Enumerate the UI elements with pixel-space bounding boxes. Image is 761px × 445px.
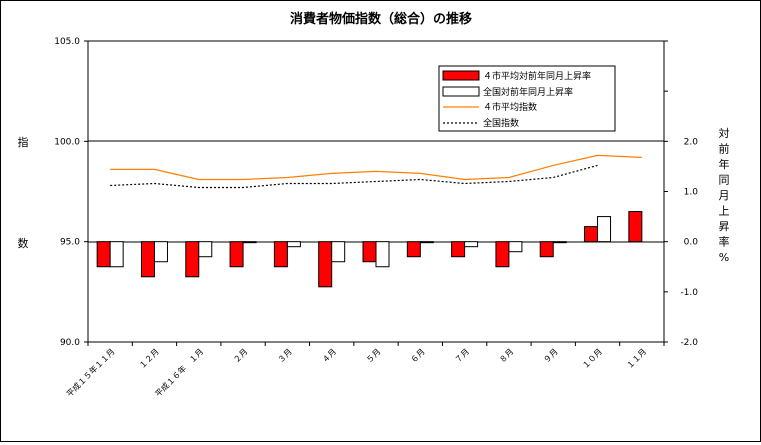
bar-4city-rate: [584, 226, 599, 243]
legend-label-national-index: 全国指数: [483, 117, 519, 129]
left-axis-label-top: 指: [18, 135, 29, 149]
category-label: ９月: [542, 347, 560, 365]
bar-national-rate: [286, 241, 301, 248]
category-label: １２月: [138, 347, 161, 370]
bar-4city-rate: [628, 211, 643, 243]
right-axis-label-char: 上: [719, 205, 730, 218]
bar-4city-rate: [539, 241, 554, 258]
bar-4city-rate: [273, 241, 288, 268]
right-axis-label-char: 率: [719, 235, 730, 249]
bar-national-rate: [153, 241, 168, 263]
category-label: ５月: [365, 347, 383, 365]
right-axis-label-char: 同: [719, 174, 730, 187]
category-label: 平成１６年 １月: [153, 346, 205, 398]
bar-national-rate: [419, 241, 434, 244]
chart-title: 消費者物価指数（総合）の推移: [290, 11, 472, 27]
right-axis-label-char: %: [719, 251, 729, 264]
bar-national-rate: [552, 241, 567, 244]
right-tick-label: -2.0: [680, 338, 698, 348]
left-tick-label: 90.0: [60, 338, 80, 348]
right-tick-label: 1.0: [684, 188, 699, 198]
bar-national-rate: [198, 241, 213, 258]
bars-group: [96, 211, 643, 288]
right-axis-label-char: 対: [719, 126, 730, 140]
right-axis-label-char: 年: [719, 157, 730, 171]
bar-national-rate: [464, 241, 479, 248]
legend-label-4city-index: ４市平均指数: [483, 101, 537, 113]
category-label: １０月: [581, 347, 604, 370]
left-tick-label: 105.0: [54, 37, 80, 47]
category-label: ８月: [498, 347, 516, 365]
right-axis-label-char: 前: [719, 142, 730, 156]
bar-4city-rate: [96, 241, 111, 268]
bar-national-rate: [375, 241, 390, 268]
bar-national-rate: [109, 241, 124, 268]
legend-label-4city-rate: ４市平均対前年同月上昇率: [483, 70, 591, 82]
category-label: ６月: [409, 347, 427, 365]
legend-label-national-rate: 全国対前年同月上昇率: [483, 86, 573, 98]
category-label: ７月: [453, 347, 471, 365]
category-label: ４月: [320, 347, 338, 365]
bar-4city-rate: [185, 241, 200, 278]
bar-national-rate: [242, 241, 257, 244]
bar-4city-rate: [406, 241, 421, 258]
bar-national-rate: [331, 241, 346, 263]
right-axis-label-char: 月: [719, 189, 730, 202]
legend-swatch-white-bar: [442, 86, 480, 97]
line-national-index: [110, 164, 598, 189]
right-tick-label: 2.0: [684, 137, 699, 147]
line-4city-index: [110, 154, 642, 181]
category-label: 平成１５年１１月: [64, 346, 116, 398]
bar-4city-rate: [140, 241, 155, 278]
category-label: ３月: [276, 347, 294, 365]
left-axis-label-bottom: 数: [18, 237, 29, 250]
right-tick-label: -1.0: [680, 288, 698, 298]
left-tick-label: 100.0: [54, 137, 80, 147]
bar-4city-rate: [451, 241, 466, 258]
legend: ４市平均対前年同月上昇率 全国対前年同月上昇率 ４市平均指数 全国指数: [438, 65, 616, 132]
right-axis-label: 対前年同月上昇率%: [719, 126, 730, 264]
left-tick-label: 95.0: [60, 238, 80, 248]
lines-group: [110, 154, 642, 189]
right-tick-label: 0.0: [684, 238, 699, 248]
category-label: ２月: [232, 347, 250, 365]
category-label: １１月: [625, 347, 648, 370]
bar-national-rate: [508, 241, 523, 253]
left-axis: 105.0 100.0 95.0 90.0: [54, 37, 88, 348]
right-axis-label-char: 昇: [719, 220, 730, 233]
bar-national-rate: [597, 216, 612, 243]
bar-4city-rate: [495, 241, 510, 268]
legend-swatch-red-bar: [442, 70, 480, 81]
bar-4city-rate: [362, 241, 377, 263]
bar-4city-rate: [229, 241, 244, 268]
right-axis: 2.0 1.0 0.0 -1.0 -2.0: [664, 40, 699, 348]
bar-4city-rate: [318, 241, 333, 288]
